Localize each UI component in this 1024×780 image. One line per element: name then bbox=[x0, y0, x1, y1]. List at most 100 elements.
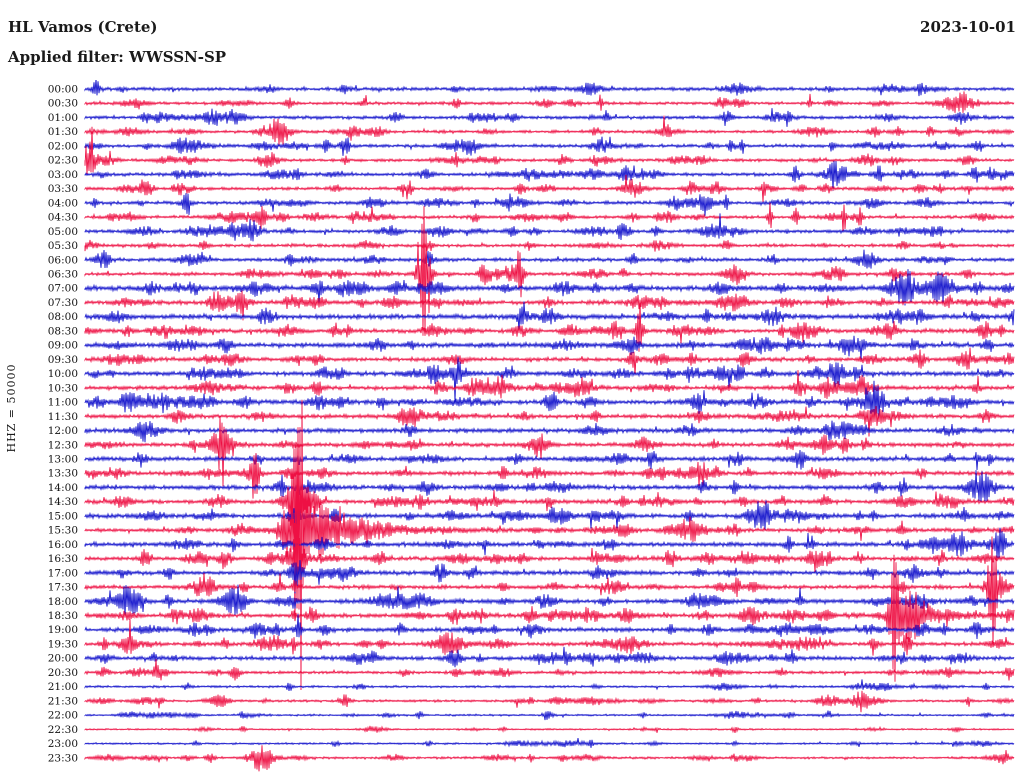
time-label-16:00: 16:00 bbox=[48, 539, 78, 551]
time-label-09:30: 09:30 bbox=[48, 354, 78, 366]
trace-16:30 bbox=[84, 493, 1015, 622]
trace-01:00 bbox=[84, 108, 1015, 127]
time-label-10:00: 10:00 bbox=[48, 368, 78, 380]
time-label-11:00: 11:00 bbox=[48, 397, 78, 409]
time-label-22:00: 22:00 bbox=[48, 710, 78, 722]
trace-12:00 bbox=[84, 420, 1015, 443]
trace-21:00 bbox=[84, 679, 1015, 692]
trace-08:00 bbox=[84, 301, 1015, 332]
trace-20:00 bbox=[84, 646, 1015, 668]
time-label-17:00: 17:00 bbox=[48, 567, 78, 579]
trace-07:00 bbox=[84, 269, 1015, 306]
time-label-03:30: 03:30 bbox=[48, 183, 78, 195]
time-label-17:30: 17:30 bbox=[48, 582, 78, 594]
trace-06:00 bbox=[84, 249, 1015, 269]
trace-15:30 bbox=[84, 399, 1015, 691]
trace-13:00 bbox=[84, 449, 1015, 471]
trace-11:30 bbox=[84, 405, 1015, 437]
trace-09:00 bbox=[84, 335, 1015, 361]
trace-17:00 bbox=[84, 560, 1015, 594]
trace-18:30 bbox=[84, 554, 1015, 682]
time-label-15:00: 15:00 bbox=[48, 510, 78, 522]
time-label-00:00: 00:00 bbox=[48, 84, 78, 96]
time-label-18:00: 18:00 bbox=[48, 596, 78, 608]
time-label-06:00: 06:00 bbox=[48, 254, 78, 266]
trace-21:30 bbox=[84, 690, 1015, 713]
trace-14:00 bbox=[84, 470, 1015, 503]
trace-23:00 bbox=[84, 738, 1015, 748]
trace-04:00 bbox=[84, 193, 1015, 216]
trace-14:30 bbox=[84, 435, 1015, 563]
station-title: HL Vamos (Crete) bbox=[8, 18, 158, 36]
helicorder-plot: 00:00 00:30 01:00 01:30 02:00 02:30 03:00 03:30… bbox=[48, 80, 1015, 772]
time-label-18:30: 18:30 bbox=[48, 610, 78, 622]
trace-05:00 bbox=[84, 213, 1015, 242]
time-label-20:30: 20:30 bbox=[48, 667, 78, 679]
trace-10:30 bbox=[84, 370, 1015, 399]
trace-07:30 bbox=[84, 290, 1015, 321]
time-label-02:00: 02:00 bbox=[48, 140, 78, 152]
time-label-19:00: 19:00 bbox=[48, 624, 78, 636]
time-label-19:30: 19:30 bbox=[48, 639, 78, 651]
time-label-05:30: 05:30 bbox=[48, 240, 78, 252]
time-label-10:30: 10:30 bbox=[48, 382, 78, 394]
trace-16:00 bbox=[84, 527, 1015, 560]
time-label-12:00: 12:00 bbox=[48, 425, 78, 437]
time-label-21:00: 21:00 bbox=[48, 681, 78, 693]
time-label-13:00: 13:00 bbox=[48, 454, 78, 466]
trace-17:30 bbox=[84, 536, 1015, 647]
time-label-05:00: 05:00 bbox=[48, 226, 78, 238]
time-label-01:30: 01:30 bbox=[48, 126, 78, 138]
trace-19:30 bbox=[84, 619, 1015, 656]
trace-03:00 bbox=[84, 160, 1015, 191]
trace-04:30 bbox=[84, 202, 1015, 233]
time-label-07:00: 07:00 bbox=[48, 283, 78, 295]
trace-00:30 bbox=[84, 91, 1015, 113]
trace-23:30 bbox=[84, 745, 1015, 772]
trace-19:00 bbox=[84, 614, 1015, 640]
time-label-11:30: 11:30 bbox=[48, 411, 78, 423]
time-label-02:30: 02:30 bbox=[48, 155, 78, 167]
trace-08:30 bbox=[84, 299, 1015, 352]
trace-15:00 bbox=[84, 500, 1015, 531]
trace-02:30 bbox=[84, 126, 1015, 175]
time-label-01:00: 01:00 bbox=[48, 112, 78, 124]
trace-00:00 bbox=[84, 80, 1015, 97]
time-label-03:00: 03:00 bbox=[48, 169, 78, 181]
trace-10:00 bbox=[84, 356, 1015, 403]
filter-label: Applied filter: WWSSN-SP bbox=[8, 48, 227, 66]
time-label-16:30: 16:30 bbox=[48, 553, 78, 565]
trace-22:30 bbox=[84, 725, 1015, 734]
trace-05:30 bbox=[84, 239, 1015, 252]
time-label-14:30: 14:30 bbox=[48, 496, 78, 508]
trace-03:30 bbox=[84, 174, 1015, 202]
trace-22:00 bbox=[84, 710, 1015, 721]
trace-18:00 bbox=[84, 584, 1015, 618]
time-label-12:30: 12:30 bbox=[48, 439, 78, 451]
trace-13:30 bbox=[84, 453, 1015, 499]
time-label-00:30: 00:30 bbox=[48, 98, 78, 110]
time-label-14:00: 14:00 bbox=[48, 482, 78, 494]
trace-01:30 bbox=[84, 115, 1015, 145]
trace-02:00 bbox=[84, 136, 1015, 156]
time-label-21:30: 21:30 bbox=[48, 695, 78, 707]
time-label-04:00: 04:00 bbox=[48, 197, 78, 209]
time-label-15:30: 15:30 bbox=[48, 525, 78, 537]
time-label-23:00: 23:00 bbox=[48, 738, 78, 750]
time-label-06:30: 06:30 bbox=[48, 269, 78, 281]
time-label-08:30: 08:30 bbox=[48, 325, 78, 337]
trace-09:30 bbox=[84, 347, 1015, 376]
time-label-08:00: 08:00 bbox=[48, 311, 78, 323]
time-label-22:30: 22:30 bbox=[48, 724, 78, 736]
trace-20:30 bbox=[84, 659, 1015, 681]
date-label: 2023-10-01 bbox=[920, 18, 1016, 36]
time-label-23:30: 23:30 bbox=[48, 752, 78, 764]
time-label-09:00: 09:00 bbox=[48, 340, 78, 352]
trace-11:00 bbox=[84, 380, 1015, 420]
trace-06:30 bbox=[84, 206, 1015, 336]
time-label-13:30: 13:30 bbox=[48, 468, 78, 480]
time-label-07:30: 07:30 bbox=[48, 297, 78, 309]
time-label-20:00: 20:00 bbox=[48, 653, 78, 665]
trace-12:30 bbox=[84, 416, 1015, 487]
